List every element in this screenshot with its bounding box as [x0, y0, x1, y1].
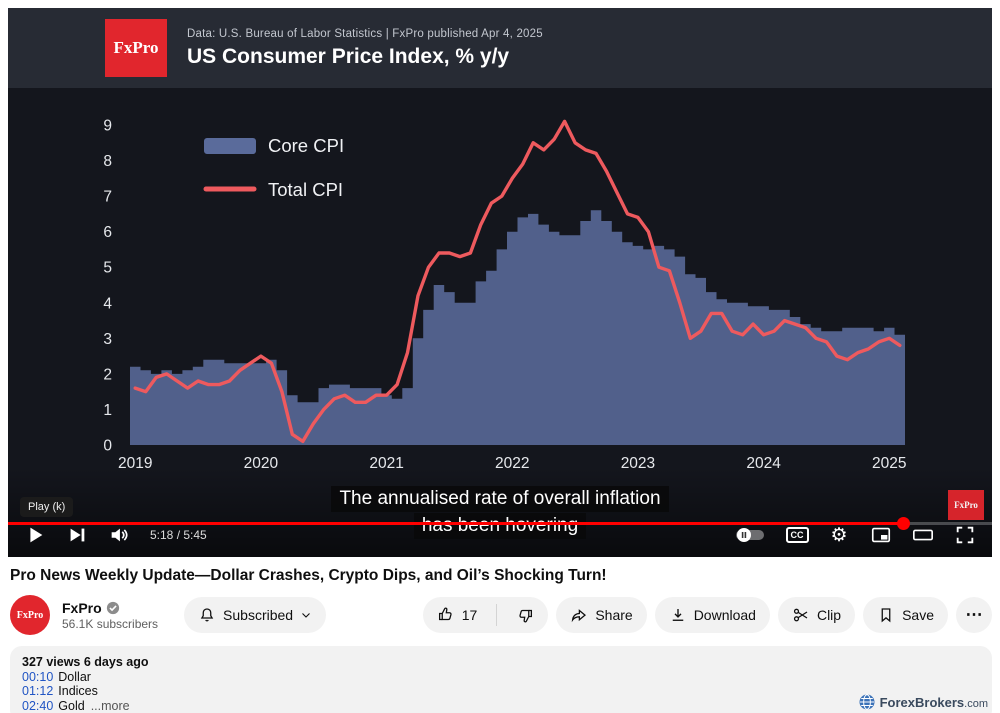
chart-title: US Consumer Price Index, % y/y [187, 44, 510, 68]
save-button[interactable]: Save [863, 597, 948, 633]
thumb-down-icon [519, 609, 533, 623]
like-button[interactable]: 17 [423, 597, 490, 633]
chart-source-line: Data: U.S. Bureau of Labor Statistics | … [187, 27, 543, 40]
svg-text:5: 5 [103, 260, 112, 277]
play-tooltip: Play (k) [20, 497, 74, 517]
subscriber-count: 56.1K subscribers [62, 616, 159, 631]
svg-text:2020: 2020 [244, 455, 279, 472]
video-details: Pro News Weekly Update—Dollar Crashes, C… [10, 565, 992, 713]
channel-avatar[interactable]: FxPro [10, 595, 50, 635]
svg-text:6: 6 [103, 224, 112, 241]
volume-button[interactable] [106, 522, 132, 548]
description-box[interactable]: 327 views 6 days ago 00:10 Dollar 01:12 In… [10, 646, 992, 713]
clip-button[interactable]: Clip [777, 597, 856, 633]
bookmark-icon [881, 608, 891, 623]
chapter-row: 01:12 Indices [22, 684, 980, 699]
chapter-label: Dollar [58, 669, 91, 684]
thumb-up-icon [438, 607, 452, 621]
chevron-down-icon [302, 613, 310, 618]
svg-text:Total CPI: Total CPI [268, 179, 343, 200]
next-button[interactable] [64, 522, 90, 548]
share-icon [572, 609, 587, 623]
theater-mode-button[interactable] [910, 522, 936, 548]
scissors-icon [793, 608, 808, 622]
chapter-label: Indices [58, 684, 98, 698]
time-display: 5:18 / 5:45 [150, 528, 207, 542]
video-title: Pro News Weekly Update—Dollar Crashes, C… [10, 567, 607, 584]
site-watermark: ForexBrokers.com [859, 694, 988, 710]
svg-text:2023: 2023 [621, 455, 655, 472]
autoplay-toggle[interactable] [732, 522, 768, 548]
subtitle-line-1: The annualised rate of overall inflation [331, 486, 669, 512]
play-button[interactable] [22, 522, 48, 548]
svg-text:2021: 2021 [369, 455, 403, 472]
svg-text:1: 1 [103, 402, 112, 419]
download-button[interactable]: Download [654, 597, 770, 633]
settings-button[interactable]: ⚙ [830, 524, 848, 546]
like-dislike-pill: 17 [422, 597, 549, 633]
download-icon [672, 609, 683, 621]
captions-button[interactable]: CC [784, 522, 810, 548]
view-count-meta: 327 views 6 days ago [22, 655, 149, 669]
like-count: 17 [461, 607, 478, 623]
svg-text:2: 2 [103, 366, 112, 383]
globe-icon [859, 694, 875, 710]
fullscreen-button[interactable] [952, 522, 978, 548]
chapter-timestamp-link[interactable]: 00:10 [22, 669, 54, 684]
svg-text:8: 8 [103, 153, 112, 170]
chapter-timestamp-link[interactable]: 01:12 [22, 684, 54, 698]
verified-badge-icon [106, 601, 119, 614]
bell-icon [200, 608, 214, 622]
dislike-button[interactable] [504, 597, 548, 633]
chart-header: FxPro Data: U.S. Bureau of Labor Statist… [8, 8, 992, 88]
svg-text:3: 3 [103, 331, 112, 348]
svg-text:2025: 2025 [872, 455, 906, 472]
more-actions-button[interactable]: ⋯ [956, 597, 992, 633]
chart-header-text: Data: U.S. Bureau of Labor Statistics | … [187, 28, 543, 69]
svg-text:2024: 2024 [746, 455, 781, 472]
chapter-label: Gold [58, 698, 85, 713]
svg-text:9: 9 [103, 118, 112, 135]
video-player[interactable]: FxPro Data: U.S. Bureau of Labor Statist… [8, 8, 992, 557]
svg-text:0: 0 [103, 438, 112, 455]
fxpro-logo: FxPro [105, 19, 167, 77]
channel-name[interactable]: FxPro [62, 599, 102, 616]
chapter-timestamp-link[interactable]: 02:40 [22, 698, 54, 713]
svg-text:2022: 2022 [495, 455, 529, 472]
show-more-link[interactable]: ...more [90, 698, 130, 713]
svg-text:Core CPI: Core CPI [268, 135, 344, 156]
chapter-row: 02:40 Gold ...more [22, 699, 980, 713]
miniplayer-button[interactable] [868, 522, 894, 548]
svg-text:4: 4 [103, 295, 112, 312]
player-controls: 5:18 / 5:45 CC ⚙ [8, 518, 992, 552]
pill-divider [496, 604, 498, 626]
svg-text:7: 7 [103, 189, 112, 206]
svg-text:2019: 2019 [118, 455, 152, 472]
share-button[interactable]: Share [556, 597, 647, 633]
subscribed-button[interactable]: Subscribed [184, 597, 327, 633]
chapter-row: 00:10 Dollar [22, 670, 980, 685]
cpi-chart: 0 1 2 3 4 5 6 7 8 9 2019 2020 2021 2022 2023 2024 2025 Co… [103, 118, 906, 473]
